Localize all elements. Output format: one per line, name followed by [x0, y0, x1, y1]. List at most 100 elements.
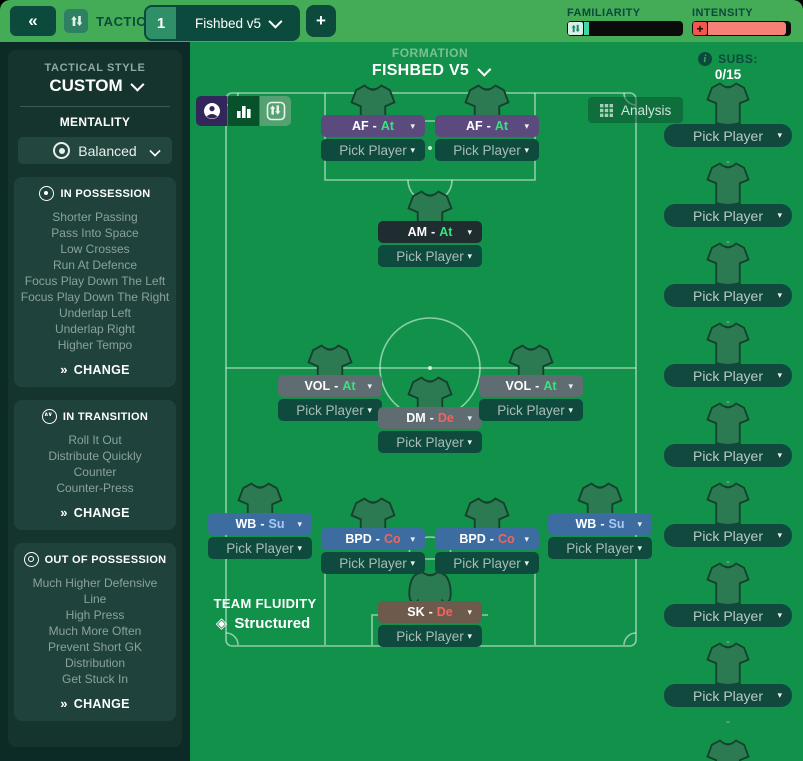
- dropdown-arrow-icon: ▾: [777, 130, 782, 140]
- pick-player-dropdown[interactable]: Pick Player ▾: [664, 204, 792, 227]
- chevron-down-icon: [268, 14, 283, 29]
- in-possession-card: IN POSSESSION Shorter Passing Pass Into …: [14, 177, 176, 387]
- bar-chart-icon: [236, 106, 251, 118]
- sub-empty-value: -: [726, 234, 730, 248]
- role-dropdown[interactable]: AF - At ▾: [321, 115, 425, 137]
- pick-player-dropdown[interactable]: Pick Player ▾: [664, 604, 792, 627]
- role-dropdown[interactable]: AM - At ▾: [378, 221, 482, 243]
- pick-player-dropdown[interactable]: Pick Player ▾: [479, 399, 583, 421]
- add-tactic-button[interactable]: +: [306, 5, 336, 37]
- dropdown-arrow-icon: ▾: [777, 370, 782, 380]
- dropdown-arrow-icon: ▾: [297, 542, 302, 553]
- role-dropdown[interactable]: BPD - Co ▾: [321, 528, 425, 550]
- divider: [20, 106, 170, 107]
- role-dropdown[interactable]: VOL - At ▾: [479, 375, 583, 397]
- pick-player-dropdown[interactable]: Pick Player ▾: [321, 552, 425, 574]
- in-possession-header: IN POSSESSION: [20, 186, 170, 201]
- dropdown-arrow-icon: ▾: [637, 542, 642, 553]
- dropdown-arrow-icon: ▾: [777, 210, 782, 220]
- chevron-down-icon: [130, 77, 145, 92]
- dropdown-arrow-icon: ▾: [524, 533, 529, 544]
- sub-shirt-icon: [706, 480, 750, 528]
- instruction: Distribute Quickly: [48, 449, 142, 463]
- tactic-view-button[interactable]: [260, 96, 291, 126]
- tactic-tab-name[interactable]: Fishbed v5: [176, 7, 298, 39]
- pick-player-dropdown[interactable]: Pick Player ▾: [321, 139, 425, 161]
- role-dropdown[interactable]: WB - Su ▾: [548, 513, 652, 535]
- players-view-button[interactable]: [196, 96, 227, 126]
- role-dropdown[interactable]: WB - Su ▾: [208, 513, 312, 535]
- tactics-icon: [64, 9, 88, 33]
- chevron-down-icon: [477, 62, 492, 77]
- instruction: Counter-Press: [56, 481, 134, 495]
- pick-player-dropdown[interactable]: Pick Player ▾: [664, 524, 792, 547]
- dropdown-arrow-icon: ▾: [467, 630, 472, 641]
- pick-player-dropdown[interactable]: Pick Player ▾: [548, 537, 652, 559]
- pick-player-dropdown[interactable]: Pick Player ▾: [378, 245, 482, 267]
- dropdown-arrow-icon: ▾: [467, 436, 472, 447]
- pick-player-dropdown[interactable]: Pick Player ▾: [664, 284, 792, 307]
- subs-header: i SUBS:: [698, 52, 758, 66]
- back-button[interactable]: «: [10, 6, 56, 36]
- pick-player-dropdown[interactable]: Pick Player ▾: [435, 139, 539, 161]
- sub-shirt-icon: [706, 240, 750, 288]
- sub-shirt-icon: [706, 640, 750, 688]
- pick-player-dropdown[interactable]: Pick Player ▾: [664, 444, 792, 467]
- pick-player-dropdown[interactable]: Pick Player ▾: [664, 364, 792, 387]
- out-of-possession-change-button[interactable]: » CHANGE: [60, 696, 130, 711]
- position-wingback-right: WB - Su ▾ Pick Player ▾: [548, 513, 652, 559]
- pick-player-dropdown[interactable]: Pick Player ▾: [435, 552, 539, 574]
- dropdown-arrow-icon: ▾: [777, 690, 782, 700]
- sub-empty-value: -: [726, 154, 730, 168]
- dropdown-arrow-icon: ▾: [777, 450, 782, 460]
- pick-player-dropdown[interactable]: Pick Player ▾: [278, 399, 382, 421]
- dropdown-arrow-icon: ▾: [467, 226, 472, 237]
- pick-player-dropdown[interactable]: Pick Player ▾: [378, 431, 482, 453]
- position-striker-right: AF - At ▾ Pick Player ▾: [435, 115, 539, 161]
- formation-dropdown[interactable]: FISHBED V5: [372, 62, 492, 80]
- double-chevron-icon: »: [60, 505, 68, 520]
- sub-shirt-icon: [706, 560, 750, 608]
- tactical-style-dropdown[interactable]: CUSTOM: [8, 76, 182, 96]
- instruction: Higher Tempo: [57, 338, 133, 352]
- position-goalkeeper: SK - De ▾ Pick Player ▾: [378, 601, 482, 647]
- pick-player-dropdown[interactable]: Pick Player ▾: [664, 684, 792, 707]
- sub-shirt-icon: [706, 400, 750, 448]
- sub-shirt-icon: [706, 320, 750, 368]
- grid-icon: [600, 103, 613, 117]
- dropdown-arrow-icon: ▾: [777, 530, 782, 540]
- dropdown-arrow-icon: ▾: [410, 144, 415, 155]
- double-chevron-icon: »: [60, 696, 68, 711]
- position-wingback-left: WB - Su ▾ Pick Player ▾: [208, 513, 312, 559]
- tactic-tab[interactable]: 1 Fishbed v5: [144, 5, 300, 41]
- role-dropdown[interactable]: VOL - At ▾: [278, 375, 382, 397]
- team-fluidity-label: TEAM FLUIDITY: [213, 596, 317, 611]
- role-dropdown[interactable]: BPD - Co ▾: [435, 528, 539, 550]
- instruction: Low Crosses: [60, 242, 130, 256]
- role-dropdown[interactable]: DM - De ▾: [378, 407, 482, 429]
- analysis-button[interactable]: Analysis: [588, 97, 684, 123]
- ball-icon: [39, 186, 55, 201]
- pick-player-dropdown[interactable]: Pick Player ▾: [378, 625, 482, 647]
- mentality-dropdown[interactable]: Balanced: [18, 137, 172, 164]
- sub-empty-value: -: [726, 634, 730, 648]
- sub-slot: Pick Player ▾ -: [664, 204, 792, 248]
- sub-slot: Pick Player ▾ -: [664, 604, 792, 648]
- in-possession-change-button[interactable]: » CHANGE: [60, 362, 130, 377]
- position-volante-right: VOL - At ▾ Pick Player ▾: [479, 375, 583, 421]
- out-of-possession-header: OUT OF POSSESSION: [20, 552, 170, 567]
- chevron-down-icon: [149, 144, 161, 157]
- info-icon: i: [698, 52, 713, 66]
- role-dropdown[interactable]: AF - At ▾: [435, 115, 539, 137]
- dropdown-arrow-icon: ▾: [467, 412, 472, 423]
- pick-player-dropdown[interactable]: Pick Player ▾: [664, 124, 792, 147]
- familiarity-icon: [568, 22, 583, 35]
- sub-empty-value: -: [726, 394, 730, 408]
- role-dropdown[interactable]: SK - De ▾: [378, 601, 482, 623]
- stats-view-button[interactable]: [228, 96, 259, 126]
- in-transition-change-button[interactable]: » CHANGE: [60, 505, 130, 520]
- pick-player-dropdown[interactable]: Pick Player ▾: [208, 537, 312, 559]
- position-striker-left: AF - At ▾ Pick Player ▾: [321, 115, 425, 161]
- sub-slot: Pick Player ▾ -: [664, 444, 792, 488]
- in-transition-header: IN TRANSITION: [20, 409, 170, 424]
